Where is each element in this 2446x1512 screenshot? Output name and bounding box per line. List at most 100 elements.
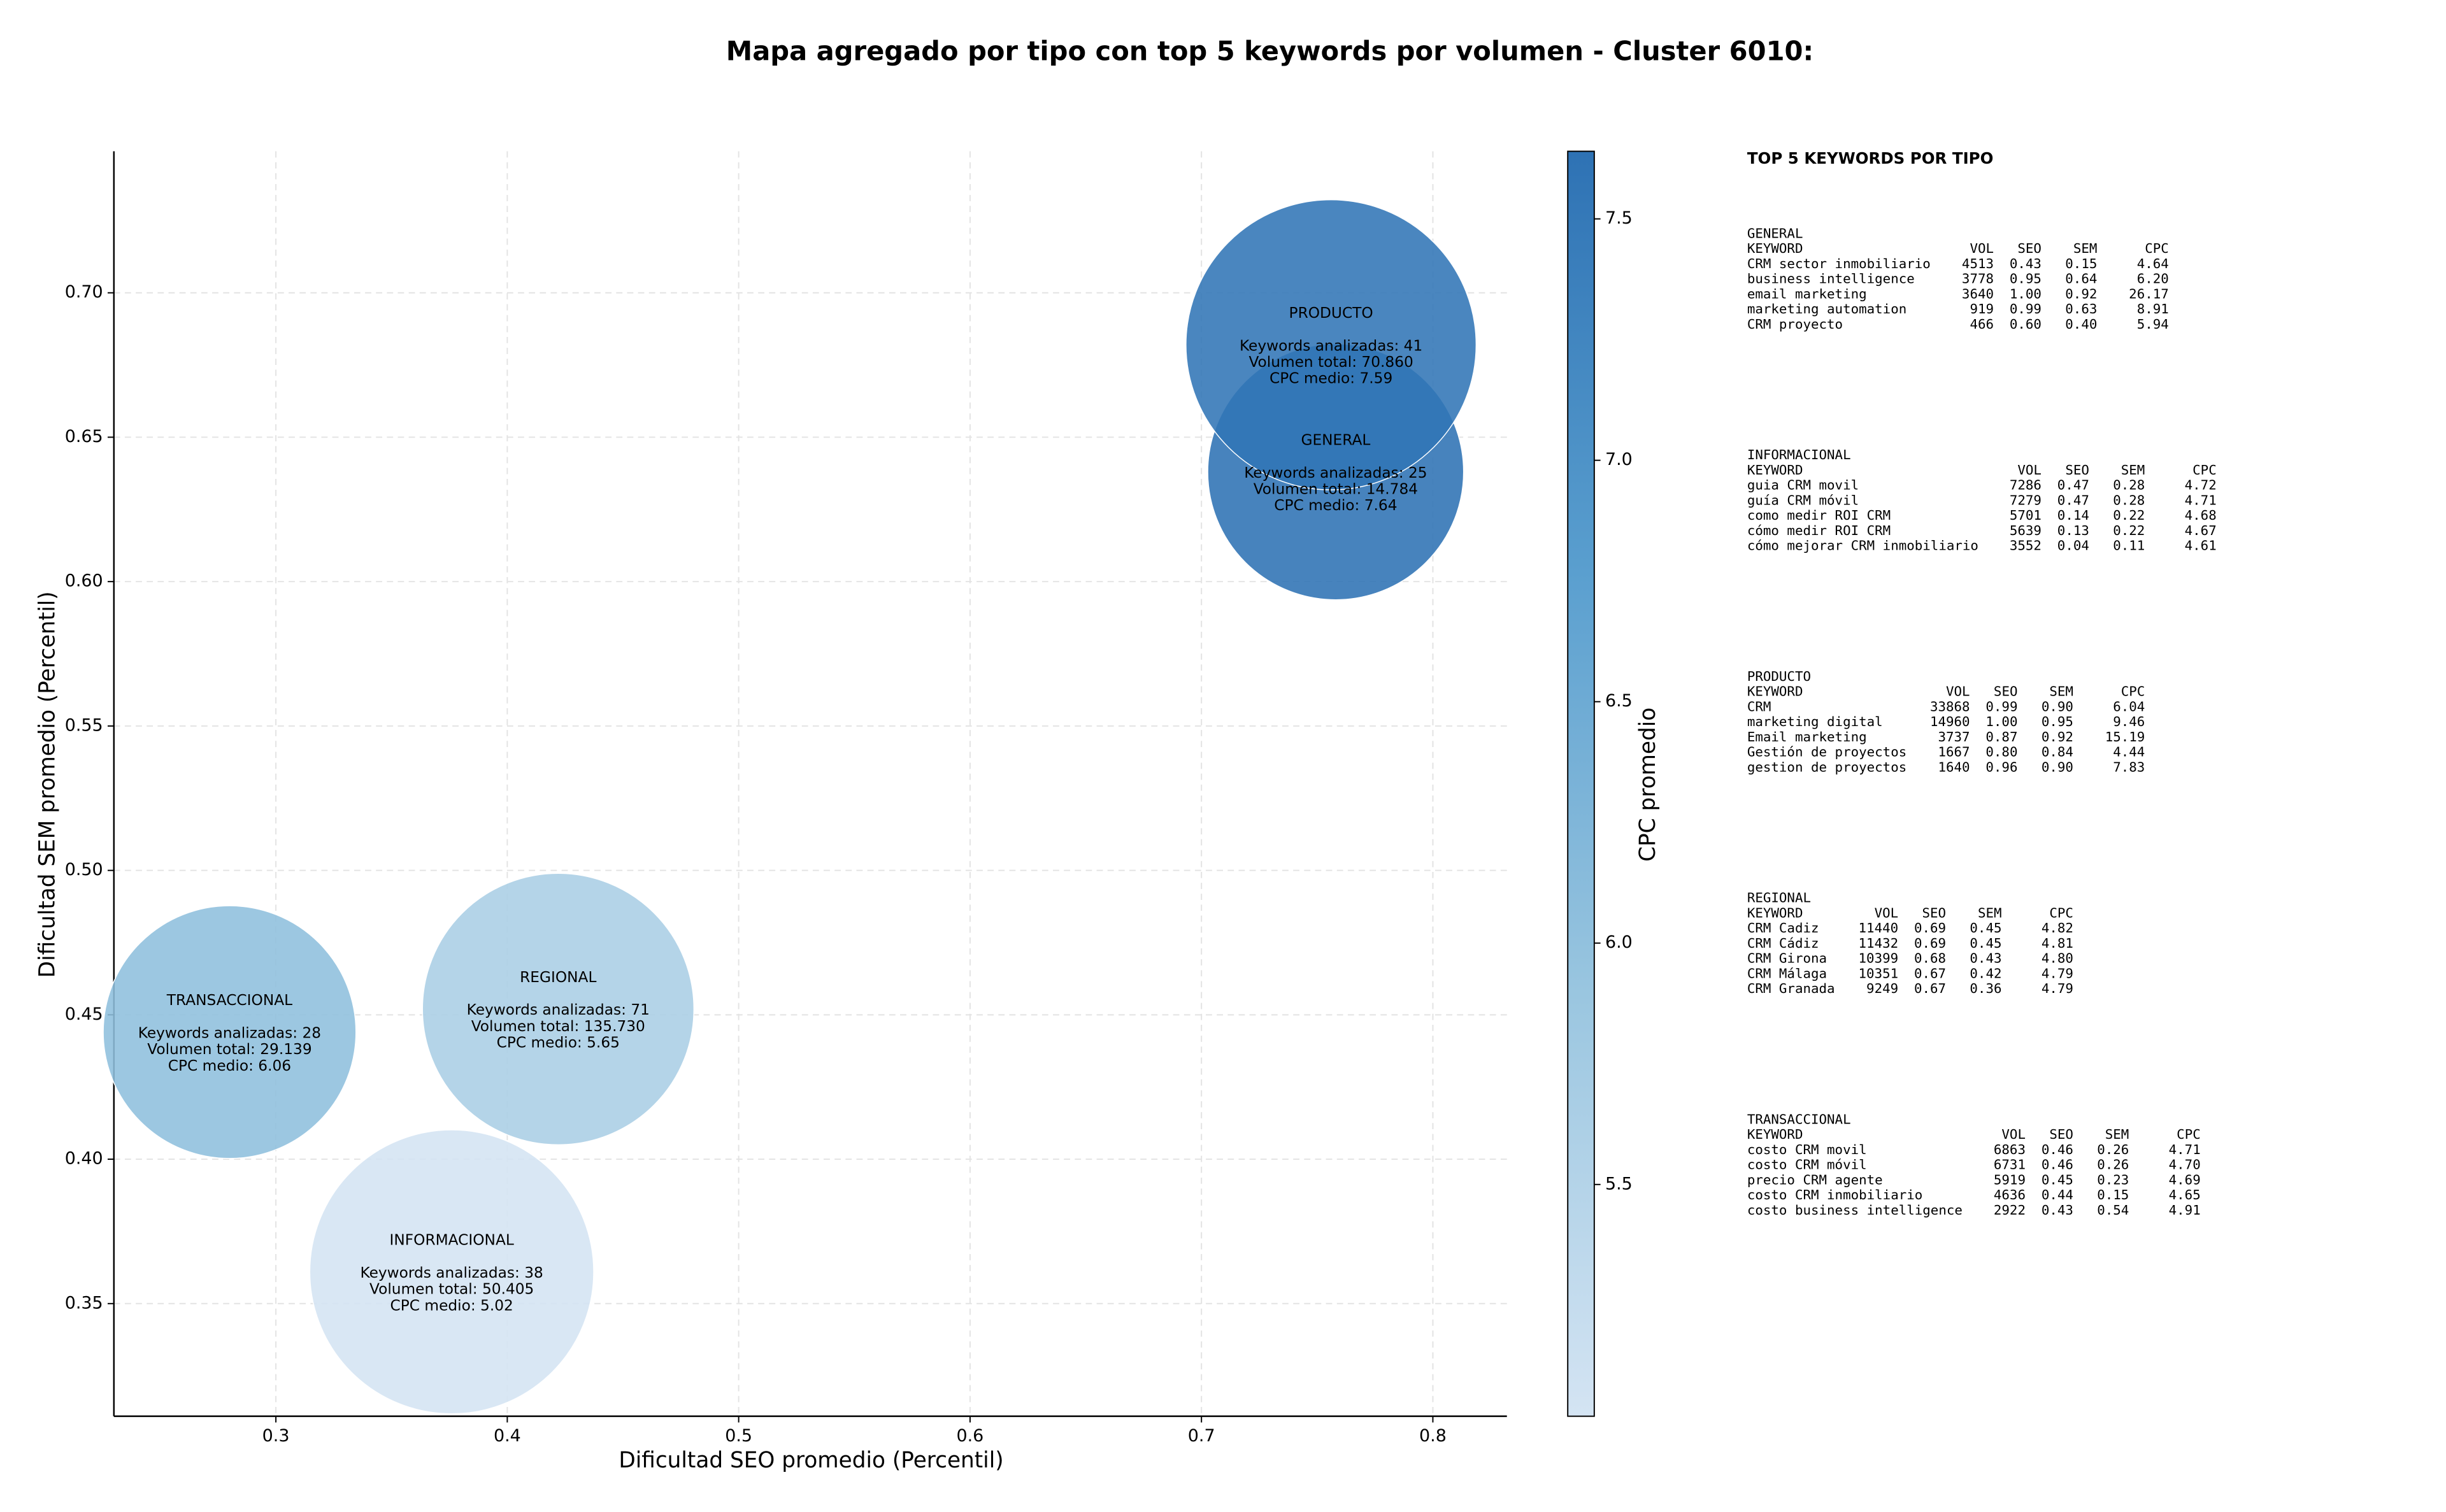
table-cell: Gestión de proyectos (1747, 745, 1906, 760)
table-column-header: SEO (2049, 1127, 2073, 1142)
bubble-detail: CPC medio: 7.59 (1269, 370, 1392, 387)
table-cell: 4.82 (2042, 920, 2073, 936)
table-cell: 0.60 (2010, 317, 2042, 332)
table-column-header: VOL (2017, 462, 2042, 478)
table-cell: 0.46 (2042, 1157, 2073, 1173)
y-tick-label: 0.60 (65, 571, 103, 591)
table-cell: 4.70 (2169, 1157, 2201, 1173)
table-cell: 0.96 (1985, 759, 2017, 774)
table-cell: 7279 (2010, 492, 2042, 508)
table-cell: precio CRM agente (1747, 1172, 1883, 1187)
y-tick-label: 0.70 (65, 282, 103, 302)
table-cell: 5701 (2010, 508, 2042, 523)
x-tick-label: 0.6 (957, 1426, 984, 1446)
table-cell: 0.43 (1970, 951, 2001, 966)
colorbar-tick-label: 7.0 (1605, 450, 1633, 469)
table-cell: costo business intelligence (1747, 1202, 1963, 1218)
table-cell: como medir ROI CRM (1747, 508, 1891, 523)
table-section-title: TRANSACCIONAL (1747, 1111, 1851, 1127)
bubble-detail: CPC medio: 6.06 (168, 1057, 291, 1074)
table-column-header: CPC (2177, 1127, 2201, 1142)
table-cell: 4636 (1994, 1187, 2026, 1202)
table-cell: 5639 (2010, 523, 2042, 538)
table-cell: 3640 (1962, 286, 1994, 301)
table-column-header: CPC (2049, 905, 2073, 920)
bubble-detail: CPC medio: 5.65 (497, 1034, 620, 1052)
table-column-header: VOL (1970, 241, 1994, 256)
table-cell: 0.95 (2010, 271, 2042, 287)
table-cell: 0.46 (2042, 1142, 2073, 1157)
table-cell: CRM Cádiz (1747, 936, 1819, 951)
table-cell: 6863 (1994, 1142, 2026, 1157)
table-cell: 4.71 (2185, 492, 2217, 508)
bubble-detail: Volumen total: 50.405 (369, 1281, 534, 1298)
x-tick-label: 0.7 (1188, 1426, 1215, 1446)
table-cell: 0.92 (2065, 286, 2097, 301)
table-column-header: SEM (2105, 1127, 2129, 1142)
bubble (309, 1129, 594, 1415)
table-cell: 4513 (1962, 256, 1994, 271)
table-column-header: SEM (2049, 684, 2073, 699)
table-cell: 4.67 (2185, 523, 2217, 538)
table-cell: 4.65 (2169, 1187, 2201, 1202)
bubble-label: PRODUCTO (1289, 304, 1373, 322)
bubble-label: GENERAL (1301, 431, 1370, 448)
table-cell: 0.28 (2113, 478, 2145, 493)
bubble-label: REGIONAL (520, 969, 596, 986)
table-cell: 0.95 (2042, 714, 2073, 729)
table-cell: 2922 (1994, 1202, 2026, 1218)
table-cell: 0.99 (2010, 301, 2042, 317)
table-cell: 26.17 (2129, 286, 2169, 301)
colorbar-tick-label: 5.5 (1605, 1174, 1633, 1194)
table-cell: cómo mejorar CRM inmobiliario (1747, 538, 1978, 553)
table-cell: 0.44 (2042, 1187, 2073, 1202)
table-cell: Email marketing (1747, 729, 1867, 745)
table-column-header: SEM (2121, 462, 2145, 478)
table-column-header: SEO (2065, 462, 2089, 478)
table-column-header: SEM (1978, 905, 2002, 920)
table-cell: 1.00 (1985, 714, 2017, 729)
table-cell: CRM Cadiz (1747, 920, 1819, 936)
table-section-title: REGIONAL (1747, 890, 1811, 906)
table-column-header: VOL (1946, 684, 1970, 699)
table-cell: 0.80 (1985, 745, 2017, 760)
bubble-detail: Keywords analizadas: 41 (1240, 337, 1422, 354)
table-column-header: SEO (2017, 241, 2042, 256)
bubble-detail: CPC medio: 5.02 (390, 1297, 513, 1314)
table-column-header: KEYWORD (1747, 241, 1803, 256)
table-cell: 6731 (1994, 1157, 2026, 1173)
table-cell: 11432 (1859, 936, 1899, 951)
bubble-detail: Keywords analizadas: 25 (1244, 464, 1427, 481)
colorbar-tick-label: 7.5 (1605, 208, 1633, 228)
table-cell: 14960 (1930, 714, 1970, 729)
table-cell: 4.91 (2169, 1202, 2201, 1218)
table-cell: 0.92 (2042, 729, 2073, 745)
colorbar (1567, 150, 1595, 1417)
bubble-detail: Volumen total: 70.860 (1248, 353, 1413, 371)
table-cell: 0.42 (1970, 966, 2001, 981)
x-tick-label: 0.4 (494, 1426, 521, 1446)
colorbar-label: CPC promedio (1635, 708, 1661, 862)
table-cell: 0.04 (2057, 538, 2089, 553)
y-tick-label: 0.55 (65, 715, 103, 735)
table-cell: 0.99 (1985, 699, 2017, 714)
table-cell: gestion de proyectos (1747, 759, 1906, 774)
table-cell: 0.22 (2113, 508, 2145, 523)
table-cell: 9.46 (2113, 714, 2145, 729)
table-cell: 10351 (1859, 966, 1899, 981)
table-cell: 0.15 (2097, 1187, 2129, 1202)
table-cell: 1667 (1938, 745, 1970, 760)
table-cell: 4.80 (2042, 951, 2073, 966)
table-cell: guia CRM movil (1747, 478, 1859, 493)
table-cell: 7286 (2010, 478, 2042, 493)
table-cell: 919 (1970, 301, 1994, 317)
y-tick-label: 0.45 (65, 1004, 103, 1024)
bubble (1185, 199, 1477, 490)
bubble-detail: Volumen total: 14.784 (1254, 481, 1418, 498)
table-column-header: CPC (2121, 684, 2145, 699)
bubble-label: TRANSACCIONAL (166, 992, 292, 1009)
table-column-header: SEO (1922, 905, 1947, 920)
x-axis-label: Dificultad SEO promedio (Percentil) (619, 1448, 1003, 1473)
bubble-detail: Volumen total: 135.730 (471, 1018, 645, 1035)
table-cell: 466 (1970, 317, 1994, 332)
